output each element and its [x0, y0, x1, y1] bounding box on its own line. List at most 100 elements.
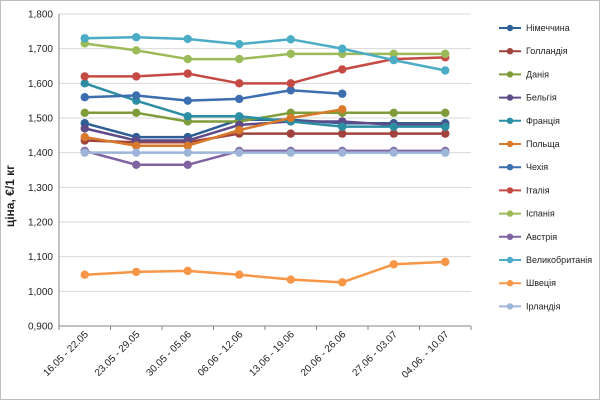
- legend-label: Іспанія: [526, 209, 555, 219]
- data-point: [183, 112, 192, 121]
- data-point: [338, 278, 347, 287]
- data-point: [80, 148, 89, 157]
- legend-marker: [506, 71, 514, 78]
- legend-item: Німеччина: [499, 23, 570, 33]
- legend: Німеччина Голландія Данія Бельгія Франція Пол…: [499, 23, 592, 311]
- legend-marker: [506, 140, 514, 148]
- data-point: [338, 148, 347, 157]
- data-point: [286, 148, 295, 157]
- data-point: [132, 267, 141, 277]
- data-point: [286, 113, 295, 123]
- legend-marker: [506, 233, 514, 240]
- data-point: [132, 33, 141, 42]
- y-tick-label: 1,200: [28, 218, 53, 229]
- series-line: [84, 108, 343, 147]
- data-point: [286, 86, 295, 95]
- legend-item: Австрія: [499, 232, 557, 242]
- data-point: [183, 160, 192, 169]
- data-point: [235, 39, 244, 49]
- series-group: [80, 257, 450, 287]
- data-point: [389, 260, 398, 269]
- data-point: [235, 54, 244, 64]
- data-point: [389, 108, 398, 118]
- data-point: [338, 89, 347, 98]
- legend-item: Бельгія: [499, 93, 557, 103]
- data-point: [441, 129, 450, 138]
- data-point: [80, 34, 89, 43]
- data-point: [132, 46, 141, 55]
- legend-item: Швеція: [499, 278, 556, 288]
- data-point: [80, 93, 89, 102]
- data-point: [235, 270, 244, 279]
- data-point: [389, 122, 398, 131]
- legend-item: Данія: [499, 69, 549, 79]
- data-point: [132, 160, 141, 169]
- legend-marker: [506, 94, 514, 101]
- data-point: [338, 65, 347, 74]
- series: [80, 33, 450, 287]
- data-point: [441, 66, 450, 75]
- y-axis-label: ціна, €/1 кг: [3, 165, 17, 227]
- data-point: [183, 34, 192, 44]
- axes: 0,900 1,000 1,100 1,200 1,300 1,400 1,500 1,600…: [28, 10, 472, 381]
- legend-marker: [506, 210, 514, 217]
- data-point: [286, 79, 295, 88]
- data-point: [132, 108, 141, 118]
- series-line: [84, 260, 446, 284]
- legend-label: Австрія: [526, 232, 557, 242]
- x-tick-label: 27.06 - 03.07: [350, 329, 400, 379]
- x-tick-label: 30.05 - 05.06: [144, 329, 194, 379]
- data-point: [80, 124, 89, 133]
- legend-label: Бельгія: [526, 93, 557, 103]
- legend-marker: [506, 256, 514, 264]
- series-line: [84, 42, 446, 61]
- legend-label: Італія: [526, 185, 550, 195]
- legend-marker: [506, 117, 514, 125]
- series-line: [84, 111, 446, 123]
- x-tick-label: 06.06 - 12.06: [196, 329, 246, 379]
- data-point: [338, 105, 347, 114]
- series-group: [80, 105, 347, 150]
- data-point: [389, 148, 398, 157]
- data-point: [441, 257, 450, 267]
- series-line: [84, 56, 446, 85]
- data-point: [80, 108, 89, 118]
- legend-item: Великобританія: [499, 255, 592, 265]
- legend-label: Чехія: [526, 162, 548, 172]
- series-line: [84, 89, 343, 102]
- data-point: [338, 122, 347, 131]
- series-line: [84, 82, 446, 128]
- data-point: [286, 275, 295, 284]
- legend-marker: [506, 164, 514, 171]
- y-tick-label: 1,500: [28, 114, 53, 125]
- y-tick-label: 1,800: [28, 10, 53, 21]
- legend-label: Великобританія: [526, 255, 592, 265]
- series-group: [80, 39, 450, 64]
- legend-label: Данія: [526, 69, 549, 79]
- series-group: [80, 86, 347, 105]
- legend-item: Ірландія: [499, 301, 561, 311]
- legend-item: Голландія: [499, 46, 568, 56]
- data-point: [286, 49, 295, 59]
- data-point: [132, 141, 141, 150]
- data-point: [389, 129, 398, 138]
- y-tick-label: 1,100: [28, 252, 53, 263]
- data-point: [441, 122, 450, 131]
- legend-label: Німеччина: [526, 23, 570, 33]
- data-point: [132, 91, 141, 100]
- legend-marker: [506, 303, 514, 310]
- x-tick-label: 16.05 - 22.05: [41, 329, 91, 379]
- legend-marker: [506, 280, 514, 287]
- legend-marker: [506, 48, 514, 55]
- series-line: [84, 149, 446, 167]
- data-point: [80, 72, 89, 81]
- data-point: [286, 35, 295, 44]
- y-tick-label: 1,700: [28, 44, 53, 55]
- data-point: [183, 96, 192, 105]
- series-line: [84, 35, 446, 72]
- data-point: [235, 125, 244, 135]
- x-tick-label: 20.06 - 26.06: [299, 329, 349, 379]
- data-point: [132, 148, 141, 157]
